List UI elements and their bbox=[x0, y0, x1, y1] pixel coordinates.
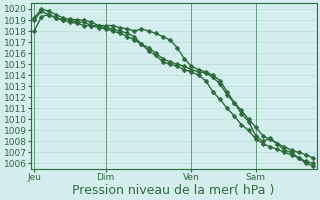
X-axis label: Pression niveau de la mer( hPa ): Pression niveau de la mer( hPa ) bbox=[72, 184, 275, 197]
